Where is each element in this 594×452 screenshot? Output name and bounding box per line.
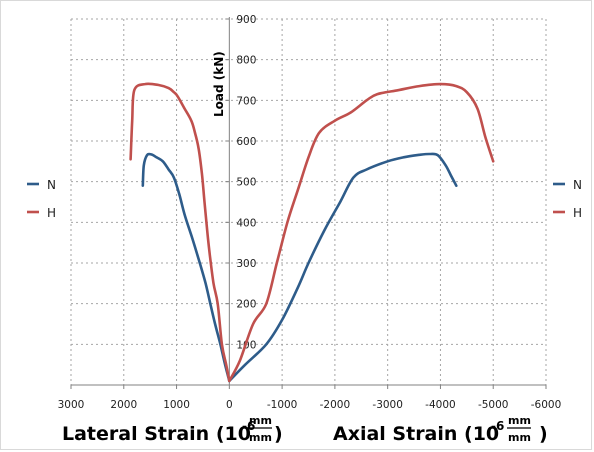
legend-label-H: H — [47, 206, 56, 220]
lateral-caption-denominator: mm — [249, 431, 272, 444]
x-tick-label: -2000 — [320, 399, 351, 411]
legend-label-N: N — [573, 178, 582, 192]
grid-lines — [70, 18, 547, 385]
y-tick-label: 200 — [236, 299, 256, 311]
x-tick-label: -6000 — [531, 399, 562, 411]
x-tick-label: 1000 — [163, 399, 190, 411]
x-tick-label: -1000 — [267, 399, 298, 411]
series-H-axial-line — [228, 82, 495, 383]
legend-label-N: N — [47, 178, 56, 192]
x-tick-labels: 3000 2000 1000 0 -1000 -2000 -3000 -4000 -5000 -6… — [58, 399, 562, 411]
lateral-strain-caption: Lateral Strain (10 -6 mm mm ) — [62, 414, 283, 445]
axial-caption-denominator: mm — [508, 431, 531, 444]
x-tick-label: -4000 — [425, 399, 456, 411]
legend-left: NH — [27, 178, 56, 220]
y-tick-label: 700 — [236, 95, 256, 107]
axial-strain-caption: Axial Strain (10 -6 mm mm ) — [333, 414, 548, 445]
lateral-caption-close: ) — [274, 423, 283, 445]
lateral-caption-exponent: -6 — [242, 419, 255, 433]
axes — [70, 17, 547, 389]
axial-caption-close: ) — [539, 423, 548, 445]
lateral-caption-numerator: mm — [249, 414, 272, 427]
series-N-axial-line — [228, 152, 458, 383]
y-tick-label: 400 — [236, 217, 256, 229]
lateral-caption-text: Lateral Strain (10 — [62, 423, 251, 445]
y-tick-label: 500 — [236, 177, 256, 189]
x-tick-label: 0 — [226, 399, 233, 411]
axial-caption-text: Axial Strain (10 — [333, 423, 499, 445]
y-tick-label: 300 — [236, 258, 256, 270]
x-tick-label: -3000 — [372, 399, 403, 411]
series-H-lateral-line — [129, 82, 231, 383]
legend-right: NH — [553, 178, 582, 220]
y-tick-label: 600 — [236, 136, 256, 148]
x-tick-label: 2000 — [110, 399, 137, 411]
series-N-lateral-line — [141, 152, 231, 383]
x-tick-label: 3000 — [58, 399, 85, 411]
y-tick-label: 800 — [236, 55, 256, 67]
data-series — [129, 82, 495, 383]
legend-label-H: H — [573, 206, 582, 220]
y-tick-label: 900 — [236, 14, 256, 26]
y-axis-label: Load (kN) — [212, 51, 226, 117]
axial-caption-exponent: -6 — [491, 419, 504, 433]
x-tick-label: -5000 — [478, 399, 509, 411]
axial-caption-numerator: mm — [508, 414, 531, 427]
